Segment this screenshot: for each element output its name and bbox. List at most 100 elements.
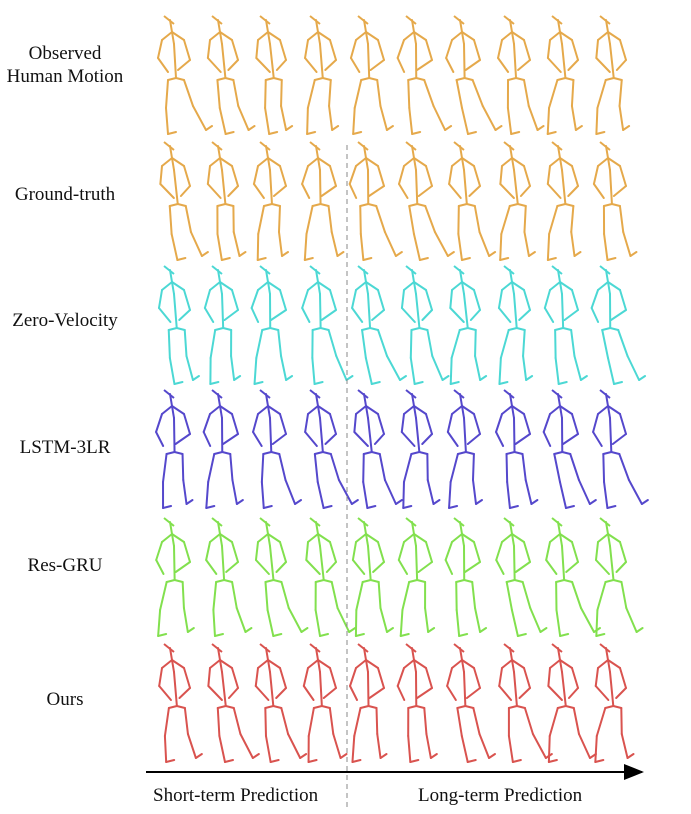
skeleton-bone [317,31,331,41]
skeleton-bone [255,57,271,73]
skeleton-bone [559,157,573,167]
skeleton-bone [251,753,260,759]
skeleton-bone [203,289,211,309]
skeleton-bone [303,257,314,261]
skeleton-bone [155,559,165,575]
skeleton-bone [167,131,177,135]
skeleton-bone [217,145,221,159]
skeleton-bone [545,541,551,561]
skeleton-bone [367,671,370,707]
skeleton-bone [450,329,461,359]
skeleton-bone [466,759,477,763]
skeleton-bone [499,257,510,261]
skeleton-bone [230,355,236,381]
skeleton-bone [408,205,415,235]
skeleton-bone [402,505,413,509]
skeleton-bone [498,381,509,385]
skeleton-bone [314,579,325,583]
skeleton-bone [416,579,427,583]
skeleton-bone [559,31,573,41]
skeleton-bone [415,545,419,581]
skeleton-bone [521,453,527,481]
skeleton-bone [219,157,223,171]
skeleton-bone [233,375,242,381]
skeleton-bone [564,203,575,207]
skeleton-bone [265,145,269,159]
skeleton-bone [330,231,339,257]
skeleton-bone [513,43,518,79]
skeleton-bone [377,413,385,435]
skeleton-figure [397,517,436,637]
skeleton-bone [423,79,435,107]
skeleton-bone [373,433,385,445]
skeleton-figure [255,15,294,135]
skeleton-bone [609,169,613,205]
skeleton-bone [372,561,385,573]
skeleton-bone [365,281,379,291]
skeleton-bone [267,157,281,167]
skeleton-bone [376,733,382,759]
skeleton-bone [499,183,515,199]
skeleton-bone [455,77,466,81]
skeleton-bone [523,413,531,435]
skeleton-bone [615,687,627,699]
skeleton-bone [400,431,416,447]
skeleton-bone [523,79,530,107]
skeleton-bone [301,289,309,309]
skeleton-bone [254,559,270,575]
skeleton-bone [377,165,385,187]
skeleton-bone [319,633,330,637]
skeleton-bone [359,705,370,709]
skeleton-bone [594,667,599,687]
skeleton-bone [597,281,609,291]
skeleton-bone [224,131,235,135]
skeleton-bone [415,77,426,81]
skeleton-figure [398,141,455,261]
skeleton-bone [607,31,611,45]
skeleton-bone [169,521,173,535]
skeleton-bone [399,633,410,637]
skeleton-bone [359,205,362,235]
skeleton-bone [463,77,474,81]
skeleton-bone [407,735,412,763]
skeleton-bone [626,753,635,759]
skeleton-bone [604,705,615,709]
skeleton-bone [313,453,319,483]
skeleton-bone [506,481,511,509]
skeleton-bone [353,431,369,447]
skeleton-bone [615,561,627,573]
skeleton-bone [322,579,333,583]
skeleton-bone [612,381,623,385]
skeleton-bone [182,479,188,505]
skeleton-bone [203,307,215,323]
skeleton-bone [543,307,555,323]
skeleton-bone [209,281,221,291]
skeleton-bone [179,185,191,197]
skeleton-bone [564,77,575,81]
skeleton-bone [307,281,319,291]
skeleton-bone [622,125,631,131]
skeleton-bone [269,43,275,79]
skeleton-bone [542,431,552,447]
skeleton-bone [336,607,351,633]
skeleton-bone [365,31,369,45]
skeleton-bone [223,579,234,583]
skeleton-bone [365,405,379,415]
skeleton-bone [597,157,609,167]
skeleton-bone [607,31,621,41]
skeleton-bone [403,157,415,167]
skeleton-bone [167,77,177,81]
skeleton-bone [605,393,609,407]
skeleton-bone [219,157,233,167]
skeleton-bone [523,165,531,187]
skeleton-bone [157,307,172,323]
skeleton-bone [426,329,434,357]
skeleton-bone [257,659,269,669]
skeleton-bone [459,647,463,661]
skeleton-bone [570,231,576,257]
skeleton-bone [603,233,609,261]
skeleton-bone [465,687,481,699]
skeleton-bone [495,413,503,433]
skeleton-bone [269,417,273,453]
skeleton-bone [607,281,621,291]
